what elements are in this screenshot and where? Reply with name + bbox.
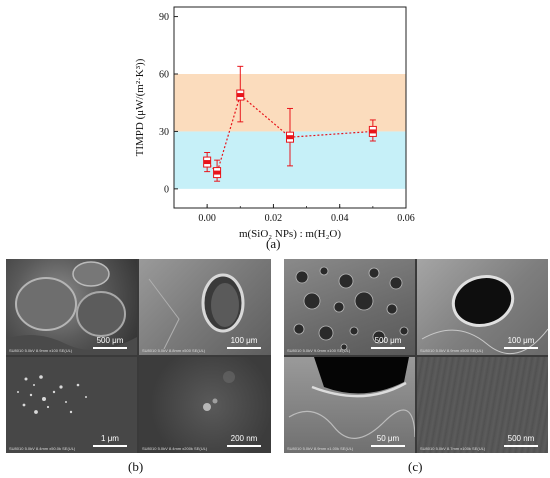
sem-footer: SU8010 5.0kV 8.9mm x1.00k SE(UL) <box>287 446 354 451</box>
scale-label: 500 μm <box>96 336 124 345</box>
plot-frame <box>173 6 407 209</box>
sem-image-b2: 100 μm SU8010 5.0kV 8.8mm x500 SE(UL) <box>139 259 271 355</box>
scale-bar <box>504 445 538 447</box>
data-point-1 <box>213 159 222 182</box>
timpd-chart: 0 30 60 90 0.00 0.02 0.04 0.06 m(SiO₂ NPs) : m(… <box>134 6 415 240</box>
scale-bar <box>93 445 127 447</box>
sem-panel-b: 500 μm SU8010 5.0kV 8.9mm x100 SE(UL) 10… <box>6 259 271 453</box>
scale-label: 500 nm <box>507 434 535 443</box>
y-tick-label: 0 <box>164 184 169 195</box>
scale-bar <box>227 445 261 447</box>
x-tick-label: 0.04 <box>331 213 349 224</box>
mean-marker <box>213 170 221 175</box>
sem-footer: SU8010 5.0kV 8.9mm x500 SE(UL) <box>420 348 484 353</box>
y-tick-label: 90 <box>159 12 169 23</box>
y-tick-label: 60 <box>159 70 169 81</box>
mean-marker <box>369 129 377 134</box>
y-axis-label: TIMPD (μW/(m²·K³)) <box>134 58 146 156</box>
sem-image-c1: 500 μm SU8010 5.0kV 9.0mm x100 SE(UL) <box>284 259 415 355</box>
mean-marker <box>286 135 294 140</box>
scale-label: 100 μm <box>230 336 258 345</box>
mean-marker <box>203 160 211 165</box>
sem-texture <box>6 261 137 355</box>
sem-image-b4: 200 nm SU8010 5.0kV 8.4mm x200k SE(UL) <box>139 357 271 453</box>
sem-image-c4: 500 nm SU8010 5.0kV 8.7mm x100k SE(UL) <box>417 357 548 453</box>
sem-texture <box>293 266 409 351</box>
sem-footer: SU8010 5.0kV 8.8mm x500 SE(UL) <box>142 348 206 353</box>
axes: 0 30 60 90 0.00 0.02 0.04 0.06 <box>159 6 415 224</box>
scale-bar <box>93 347 127 349</box>
data-point-4 <box>368 119 377 142</box>
scale-label: 200 nm <box>230 434 258 443</box>
sem-image-c3: 50 μm SU8010 5.0kV 8.9mm x1.00k SE(UL) <box>284 357 415 453</box>
sem-texture <box>288 357 415 439</box>
scale-label: 1 μm <box>101 434 119 443</box>
x-axis-label: m(SiO₂ NPs) : m(H₂O) <box>239 228 341 240</box>
scale-bar <box>371 445 405 447</box>
sem-footer: SU8010 5.0kV 8.4mm x50.0k SE(UL) <box>9 446 76 451</box>
sem-texture <box>421 275 548 354</box>
mean-marker <box>236 93 244 98</box>
scale-bar <box>504 347 538 349</box>
sem-texture <box>17 375 87 414</box>
sem-footer: SU8010 5.0kV 9.0mm x100 SE(UL) <box>287 348 351 353</box>
timpd-series <box>203 65 377 182</box>
sem-panel-c: 500 μm SU8010 5.0kV 9.0mm x100 SE(UL) 10… <box>284 259 548 453</box>
caption-c: (c) <box>408 459 423 474</box>
scale-label: 100 μm <box>507 336 535 345</box>
x-tick-label: 0.00 <box>198 213 216 224</box>
sem-texture <box>203 371 235 411</box>
scale-bar <box>371 347 405 349</box>
data-point-2 <box>236 65 245 123</box>
sem-footer: SU8010 5.0kV 8.9mm x100 SE(UL) <box>9 348 73 353</box>
data-point-3 <box>286 107 294 167</box>
caption-a: (a) <box>266 236 281 251</box>
sem-texture <box>148 273 245 350</box>
sem-footer: SU8010 5.0kV 8.4mm x200k SE(UL) <box>142 446 208 451</box>
scale-label: 50 μm <box>376 434 400 443</box>
scale-bar <box>227 347 261 349</box>
caption-b: (b) <box>128 459 144 474</box>
y-tick-label: 30 <box>159 127 169 138</box>
x-tick-label: 0.06 <box>397 213 415 224</box>
sem-image-b1: 500 μm SU8010 5.0kV 8.9mm x100 SE(UL) <box>6 259 137 355</box>
x-tick-label: 0.02 <box>265 213 283 224</box>
data-point-0 <box>203 151 212 173</box>
sem-image-c2: 100 μm SU8010 5.0kV 8.9mm x500 SE(UL) <box>417 259 548 355</box>
sem-footer: SU8010 5.0kV 8.7mm x100k SE(UL) <box>420 446 486 451</box>
scale-label: 500 μm <box>374 336 402 345</box>
sem-image-b3: 1 μm SU8010 5.0kV 8.4mm x50.0k SE(UL) <box>6 357 137 453</box>
